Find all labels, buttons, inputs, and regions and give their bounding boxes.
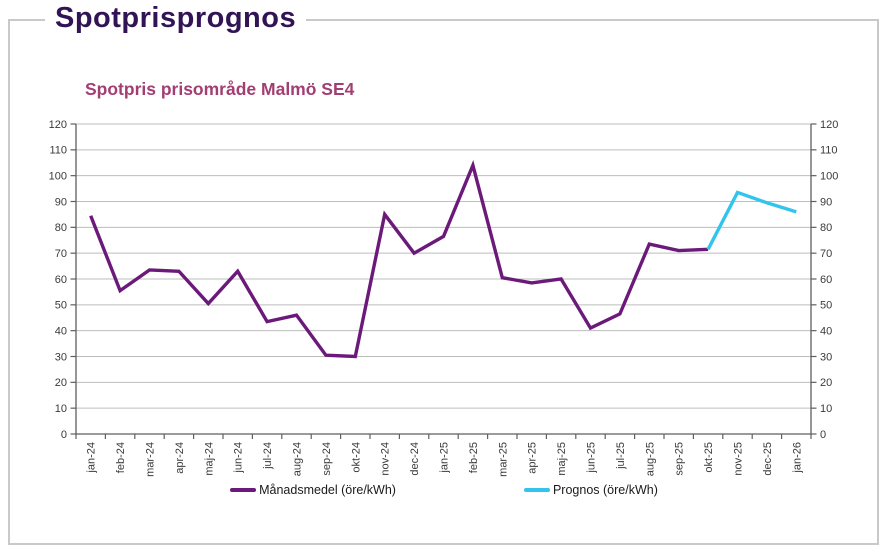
y-axis-label-left: 40	[55, 325, 67, 337]
y-axis-label-left: 70	[55, 248, 67, 260]
legend-item-manadsmedel: Månadsmedel (öre/kWh)	[230, 483, 396, 497]
y-axis-label-left: 50	[55, 300, 67, 312]
x-axis-label: dec-25	[762, 442, 774, 476]
y-axis-label-right: 60	[820, 274, 832, 286]
y-axis-label-right: 90	[820, 196, 832, 208]
legend-item-prognos: Prognos (öre/kWh)	[523, 483, 658, 497]
y-axis-label-left: 60	[55, 274, 67, 286]
y-axis-label-left: 10	[55, 403, 67, 415]
y-axis-label-left: 120	[49, 119, 67, 131]
x-axis-label: jun-25	[586, 442, 598, 474]
x-axis-label: jan-25	[439, 442, 451, 474]
x-axis-label: feb-25	[468, 442, 480, 473]
y-axis-label-right: 80	[820, 222, 832, 234]
x-axis-label: dec-24	[409, 442, 421, 476]
x-axis-label: nov-24	[380, 442, 392, 476]
content-frame	[8, 19, 879, 545]
x-axis-label: jan-24	[86, 442, 98, 474]
y-axis-label-right: 120	[820, 119, 838, 131]
x-axis-label: apr-24	[174, 442, 186, 474]
legend-label-manadsmedel: Månadsmedel (öre/kWh)	[259, 483, 396, 497]
x-axis-labels: jan-24 feb-24 mar-24 apr-24 maj-24 jun-24 jul-…	[86, 442, 804, 477]
monthly-series-line	[89, 160, 709, 359]
y-gridlines	[76, 123, 811, 409]
x-axis-label: apr-25	[527, 442, 539, 474]
y-axis-label-right: 20	[820, 377, 832, 389]
x-axis-label: aug-24	[292, 442, 304, 476]
y-axis-labels: 0 0 10 10 20 20 30 30 40 40 50 50 60 60 70 70 80 80 90 90 10…	[49, 119, 839, 441]
x-axis-label: jul-24	[262, 442, 274, 470]
y-axis-label-left: 90	[55, 196, 67, 208]
x-axis-label: nov-25	[733, 442, 745, 476]
y-axis-label-left: 100	[49, 170, 67, 182]
y-axis-label-right: 40	[820, 325, 832, 337]
x-axis-label: jan-26	[791, 442, 803, 474]
legend-label-prognos: Prognos (öre/kWh)	[552, 483, 658, 497]
monthly-series-swatch	[230, 488, 257, 492]
y-axis-label-left: 20	[55, 377, 67, 389]
x-axis-label: okt-24	[350, 442, 362, 473]
y-axis-label-right: 30	[820, 351, 832, 363]
x-axis-label: maj-25	[556, 442, 568, 476]
y-axis-label-right: 10	[820, 403, 832, 415]
x-axis-label: mar-25	[497, 442, 509, 477]
chart-legend: Månadsmedel (öre/kWh) Prognos (öre/kWh)	[0, 483, 888, 497]
chart-title: Spotpris prisområde Malmö SE4	[85, 79, 355, 99]
y-axis-label-left: 30	[55, 351, 67, 363]
y-axis-label-right: 0	[820, 429, 826, 441]
y-axis-label-left: 0	[61, 429, 67, 441]
y-axis-label-right: 70	[820, 248, 832, 260]
x-axis-label: aug-25	[644, 442, 656, 476]
x-axis-label: feb-24	[115, 442, 127, 473]
y-axis-label-right: 110	[820, 145, 838, 157]
x-axis-label: mar-24	[145, 442, 157, 477]
x-axis-label: jul-25	[615, 442, 627, 470]
x-axis-label: okt-25	[703, 442, 715, 473]
forecast-series-swatch	[523, 488, 550, 492]
page-title: Spotprisprognos	[45, 0, 307, 37]
x-axis-label: jun-24	[233, 442, 245, 474]
axis-ticks	[70, 123, 817, 439]
x-axis-label: maj-24	[203, 442, 215, 476]
x-axis-label: sep-25	[674, 442, 686, 476]
y-axis-label-left: 110	[49, 145, 67, 157]
y-axis-label-right: 100	[820, 170, 838, 182]
y-axis-label-right: 50	[820, 300, 832, 312]
y-axis-label-left: 80	[55, 222, 67, 234]
forecast-series-line	[706, 190, 797, 251]
x-axis-label: sep-24	[321, 442, 333, 476]
